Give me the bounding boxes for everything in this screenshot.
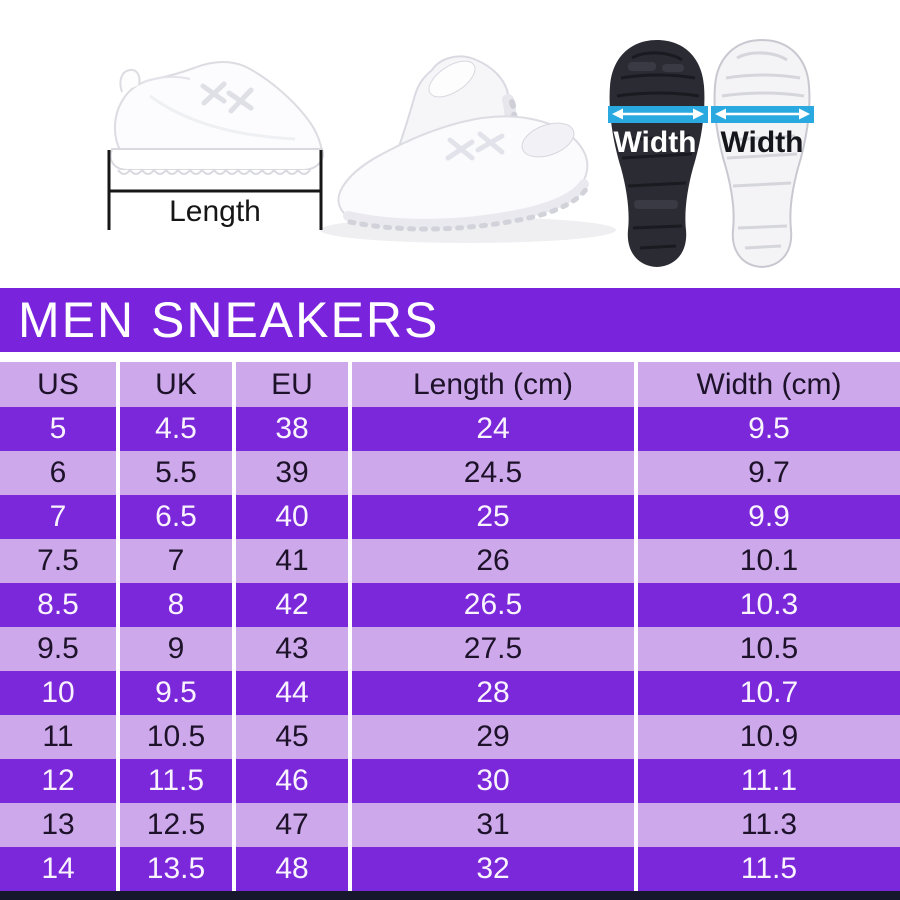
table-cell: 44: [236, 671, 348, 715]
length-measure: [107, 150, 323, 230]
table-cell: 41: [236, 539, 348, 583]
width-label-left: Width: [613, 126, 696, 159]
table-cell: 7: [0, 495, 116, 539]
table-cell: 42: [236, 583, 348, 627]
table-cell: 47: [236, 803, 348, 847]
footer-bar: [0, 891, 900, 900]
table-cell: 10: [0, 671, 116, 715]
width-arrow-left-icon: [608, 106, 708, 123]
table-cell: 8.5: [0, 583, 116, 627]
table-cell: 5.5: [120, 451, 232, 495]
table-cell: 11.5: [638, 847, 900, 891]
hero-illustration: Length: [107, 39, 814, 268]
table-cell: 10.3: [638, 583, 900, 627]
table-cell: 9.5: [0, 627, 116, 671]
table-cell: 24.5: [352, 451, 634, 495]
table-cell: 45: [236, 715, 348, 759]
laces: [200, 81, 254, 114]
table-header-cell: Width (cm): [638, 362, 900, 407]
table-cell: 5: [0, 407, 116, 451]
table-cell: 13.5: [120, 847, 232, 891]
table-cell: 31: [352, 803, 634, 847]
table-cell: 9.5: [638, 407, 900, 451]
sneaker-pair-image: [337, 55, 590, 232]
table-cell: 24: [352, 407, 634, 451]
table-cell: 14: [0, 847, 116, 891]
white-sole-image: [713, 39, 811, 268]
sneaker-side-image: [109, 61, 324, 175]
table-cell: 25: [352, 495, 634, 539]
table-cell: 26: [352, 539, 634, 583]
table-cell: 8: [120, 583, 232, 627]
table-cell: 10.1: [638, 539, 900, 583]
table-cell: 38: [236, 407, 348, 451]
table-cell: 12: [0, 759, 116, 803]
table-cell: 29: [352, 715, 634, 759]
table-header-cell: Length (cm): [352, 362, 634, 407]
page-title: MEN SNEAKERS: [18, 292, 440, 348]
width-arrow-right-icon: [711, 106, 814, 123]
banner: MEN SNEAKERS: [0, 288, 900, 352]
table-cell: 32: [352, 847, 634, 891]
table-cell: 10.5: [638, 627, 900, 671]
table-cell: 11: [0, 715, 116, 759]
table-cell: 10.9: [638, 715, 900, 759]
table-cell: 46: [236, 759, 348, 803]
table-cell: 39: [236, 451, 348, 495]
table-header-cell: US: [0, 362, 116, 407]
table-cell: 10.7: [638, 671, 900, 715]
table-cell: 4.5: [120, 407, 232, 451]
table-cell: 9: [120, 627, 232, 671]
table-cell: 11.3: [638, 803, 900, 847]
black-sole-image: [609, 40, 705, 267]
table-cell: 11.5: [120, 759, 232, 803]
table-cell: 9.7: [638, 451, 900, 495]
table-cell: 48: [236, 847, 348, 891]
table-header-cell: UK: [120, 362, 232, 407]
table-cell: 6.5: [120, 495, 232, 539]
table-cell: 11.1: [638, 759, 900, 803]
table-cell: 40: [236, 495, 348, 539]
table-cell: 9.9: [638, 495, 900, 539]
table-cell: 27.5: [352, 627, 634, 671]
size-table: US UK EU Length (cm) Width (cm) 5 4.5 38…: [0, 362, 900, 891]
table-cell: 43: [236, 627, 348, 671]
table-cell: 6: [0, 451, 116, 495]
table-cell: 12.5: [120, 803, 232, 847]
table-cell: 30: [352, 759, 634, 803]
length-label: Length: [169, 195, 261, 228]
table-cell: 13: [0, 803, 116, 847]
table-cell: 7: [120, 539, 232, 583]
table-cell: 28: [352, 671, 634, 715]
table-cell: 10.5: [120, 715, 232, 759]
width-label-right: Width: [720, 126, 803, 159]
table-cell: 7.5: [0, 539, 116, 583]
sole-tread: [117, 168, 311, 175]
table-header-cell: EU: [236, 362, 348, 407]
product-images: Length: [0, 0, 900, 288]
laces: [445, 131, 505, 161]
table-cell: 26.5: [352, 583, 634, 627]
table-cell: 9.5: [120, 671, 232, 715]
